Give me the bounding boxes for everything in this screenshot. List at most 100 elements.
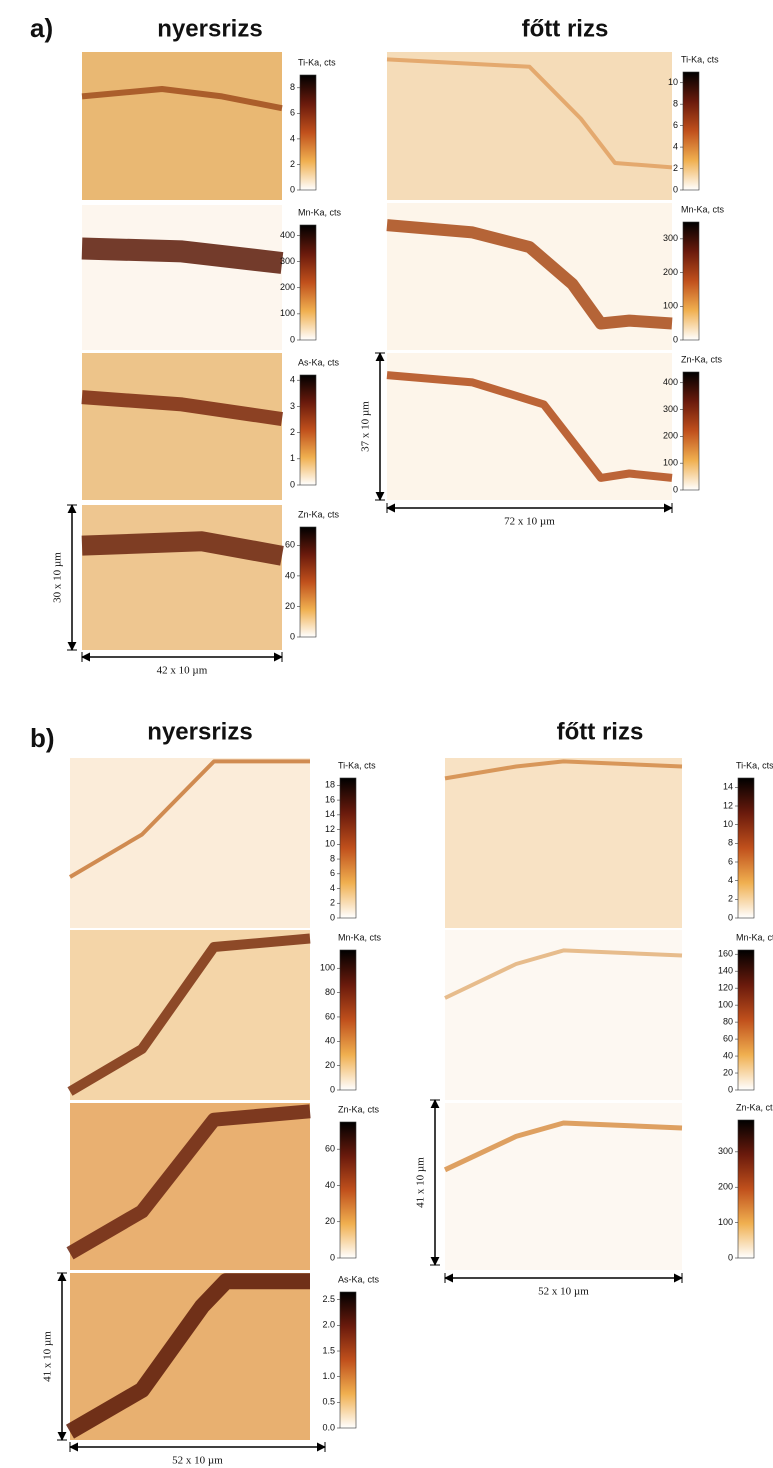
map-image: [445, 758, 682, 928]
colorbar-tick-label: 0: [673, 334, 678, 344]
colorbar-tick-label: 60: [723, 1033, 733, 1043]
map-image: [445, 930, 682, 1100]
colorbar-tick-label: 12: [325, 824, 335, 834]
column-title: nyersrizs: [147, 718, 252, 745]
colorbar-tick-label: 8: [290, 82, 295, 92]
map-image: [82, 205, 282, 350]
scale-label-x: 72 x 10 µm: [504, 516, 555, 528]
map-edge: [68, 759, 310, 879]
colorbar-tick-label: 160: [718, 949, 733, 959]
colorbar-tick-label: 0: [728, 1084, 733, 1094]
colorbar: [339, 1291, 357, 1429]
map-edge: [444, 948, 683, 1000]
map-edge: [81, 237, 284, 274]
colorbar-tick-label: 100: [663, 458, 678, 468]
column-title: főtt rizs: [522, 15, 609, 42]
scale-label-x: 52 x 10 µm: [172, 1455, 223, 1467]
map-image: [387, 52, 672, 200]
colorbar-tick-label: 0: [330, 1252, 335, 1262]
map-edge: [65, 1273, 310, 1439]
colorbar-tick-label: 6: [330, 868, 335, 878]
map-image: [82, 52, 282, 200]
colorbar-tick-label: 0: [290, 631, 295, 641]
colorbar-tick-label: 2.0: [322, 1320, 335, 1330]
colorbar-tick-label: 10: [668, 77, 678, 87]
colorbar-label: Zn-Ka, cts: [338, 1104, 380, 1114]
map-image: [445, 1103, 682, 1270]
colorbar-label: Ti-Ka, cts: [298, 57, 336, 67]
colorbar-tick-label: 400: [663, 377, 678, 387]
map-edge: [67, 933, 311, 1096]
colorbar-label: Zn-Ka, cts: [298, 509, 340, 519]
colorbar-label: Zn-Ka, cts: [681, 354, 723, 364]
colorbar-tick-label: 80: [723, 1016, 733, 1026]
scale-label-x: 42 x 10 µm: [157, 665, 208, 677]
map-image: [70, 1103, 310, 1270]
colorbar-tick-label: 100: [320, 963, 335, 973]
scale-label-y: 41 x 10 µm: [415, 1157, 427, 1208]
colorbar-tick-label: 60: [285, 540, 295, 550]
colorbar-label: Ti-Ka, cts: [681, 54, 719, 64]
colorbar-tick-label: 0: [330, 1084, 335, 1094]
colorbar-label: Mn-Ka, cts: [681, 204, 725, 214]
colorbar-tick-label: 0: [673, 184, 678, 194]
colorbar-tick-label: 10: [325, 839, 335, 849]
colorbar-tick-label: 0.5: [322, 1397, 335, 1407]
colorbar-label: Mn-Ka, cts: [298, 207, 342, 217]
colorbar-tick-label: 80: [325, 987, 335, 997]
colorbar-label: Ti-Ka, cts: [736, 760, 773, 770]
map-image: [82, 353, 282, 500]
column-title: főtt rizs: [557, 718, 644, 745]
colorbar-tick-label: 6: [673, 120, 678, 130]
colorbar-tick-label: 100: [718, 1000, 733, 1010]
section-label: b): [30, 723, 55, 753]
colorbar-tick-label: 200: [280, 282, 295, 292]
colorbar-tick-label: 20: [723, 1067, 733, 1077]
map-edge: [386, 371, 673, 482]
colorbar-tick-label: 400: [280, 230, 295, 240]
colorbar-tick-label: 1.5: [322, 1345, 335, 1355]
scale-label-x: 52 x 10 µm: [538, 1286, 589, 1298]
colorbar-tick-label: 14: [325, 809, 335, 819]
colorbar-tick-label: 2: [290, 427, 295, 437]
colorbar-tick-label: 40: [325, 1180, 335, 1190]
scale-label-y: 41 x 10 µm: [42, 1331, 54, 1382]
map-edge: [443, 1120, 683, 1173]
map-edge: [81, 390, 284, 427]
colorbar-tick-label: 18: [325, 780, 335, 790]
colorbar: [737, 1119, 755, 1259]
colorbar-tick-label: 0: [330, 912, 335, 922]
colorbar: [737, 949, 755, 1091]
colorbar-tick-label: 20: [285, 601, 295, 611]
colorbar: [339, 1121, 357, 1259]
colorbar-tick-label: 300: [718, 1146, 733, 1156]
colorbar-label: Mn-Ka, cts: [338, 932, 382, 942]
colorbar-tick-label: 40: [723, 1050, 733, 1060]
colorbar-tick-label: 4: [290, 375, 295, 385]
colorbar-tick-label: 200: [663, 267, 678, 277]
map-edge: [81, 86, 283, 112]
colorbar-label: Mn-Ka, cts: [736, 932, 773, 942]
colorbar-tick-label: 2: [673, 163, 678, 173]
colorbar-tick-label: 100: [718, 1217, 733, 1227]
colorbar-tick-label: 40: [325, 1036, 335, 1046]
colorbar-tick-label: 300: [663, 404, 678, 414]
column-title: nyersrizs: [157, 15, 262, 42]
map-edge: [386, 219, 673, 330]
colorbar-tick-label: 3: [290, 401, 295, 411]
colorbar-tick-label: 2.5: [322, 1294, 335, 1304]
colorbar-tick-label: 0: [290, 184, 295, 194]
colorbar-tick-label: 0: [728, 912, 733, 922]
colorbar-tick-label: 0: [290, 479, 295, 489]
colorbar-tick-label: 0.0: [322, 1422, 335, 1432]
colorbar-label: As-Ka, cts: [338, 1274, 380, 1284]
colorbar: [682, 221, 700, 341]
colorbar-tick-label: 60: [325, 1144, 335, 1154]
colorbar-label: Zn-Ka, cts: [736, 1102, 773, 1112]
colorbar-tick-label: 2: [330, 898, 335, 908]
colorbar-tick-label: 300: [280, 256, 295, 266]
colorbar-tick-label: 6: [290, 108, 295, 118]
colorbar: [737, 777, 755, 919]
colorbar-tick-label: 8: [673, 99, 678, 109]
